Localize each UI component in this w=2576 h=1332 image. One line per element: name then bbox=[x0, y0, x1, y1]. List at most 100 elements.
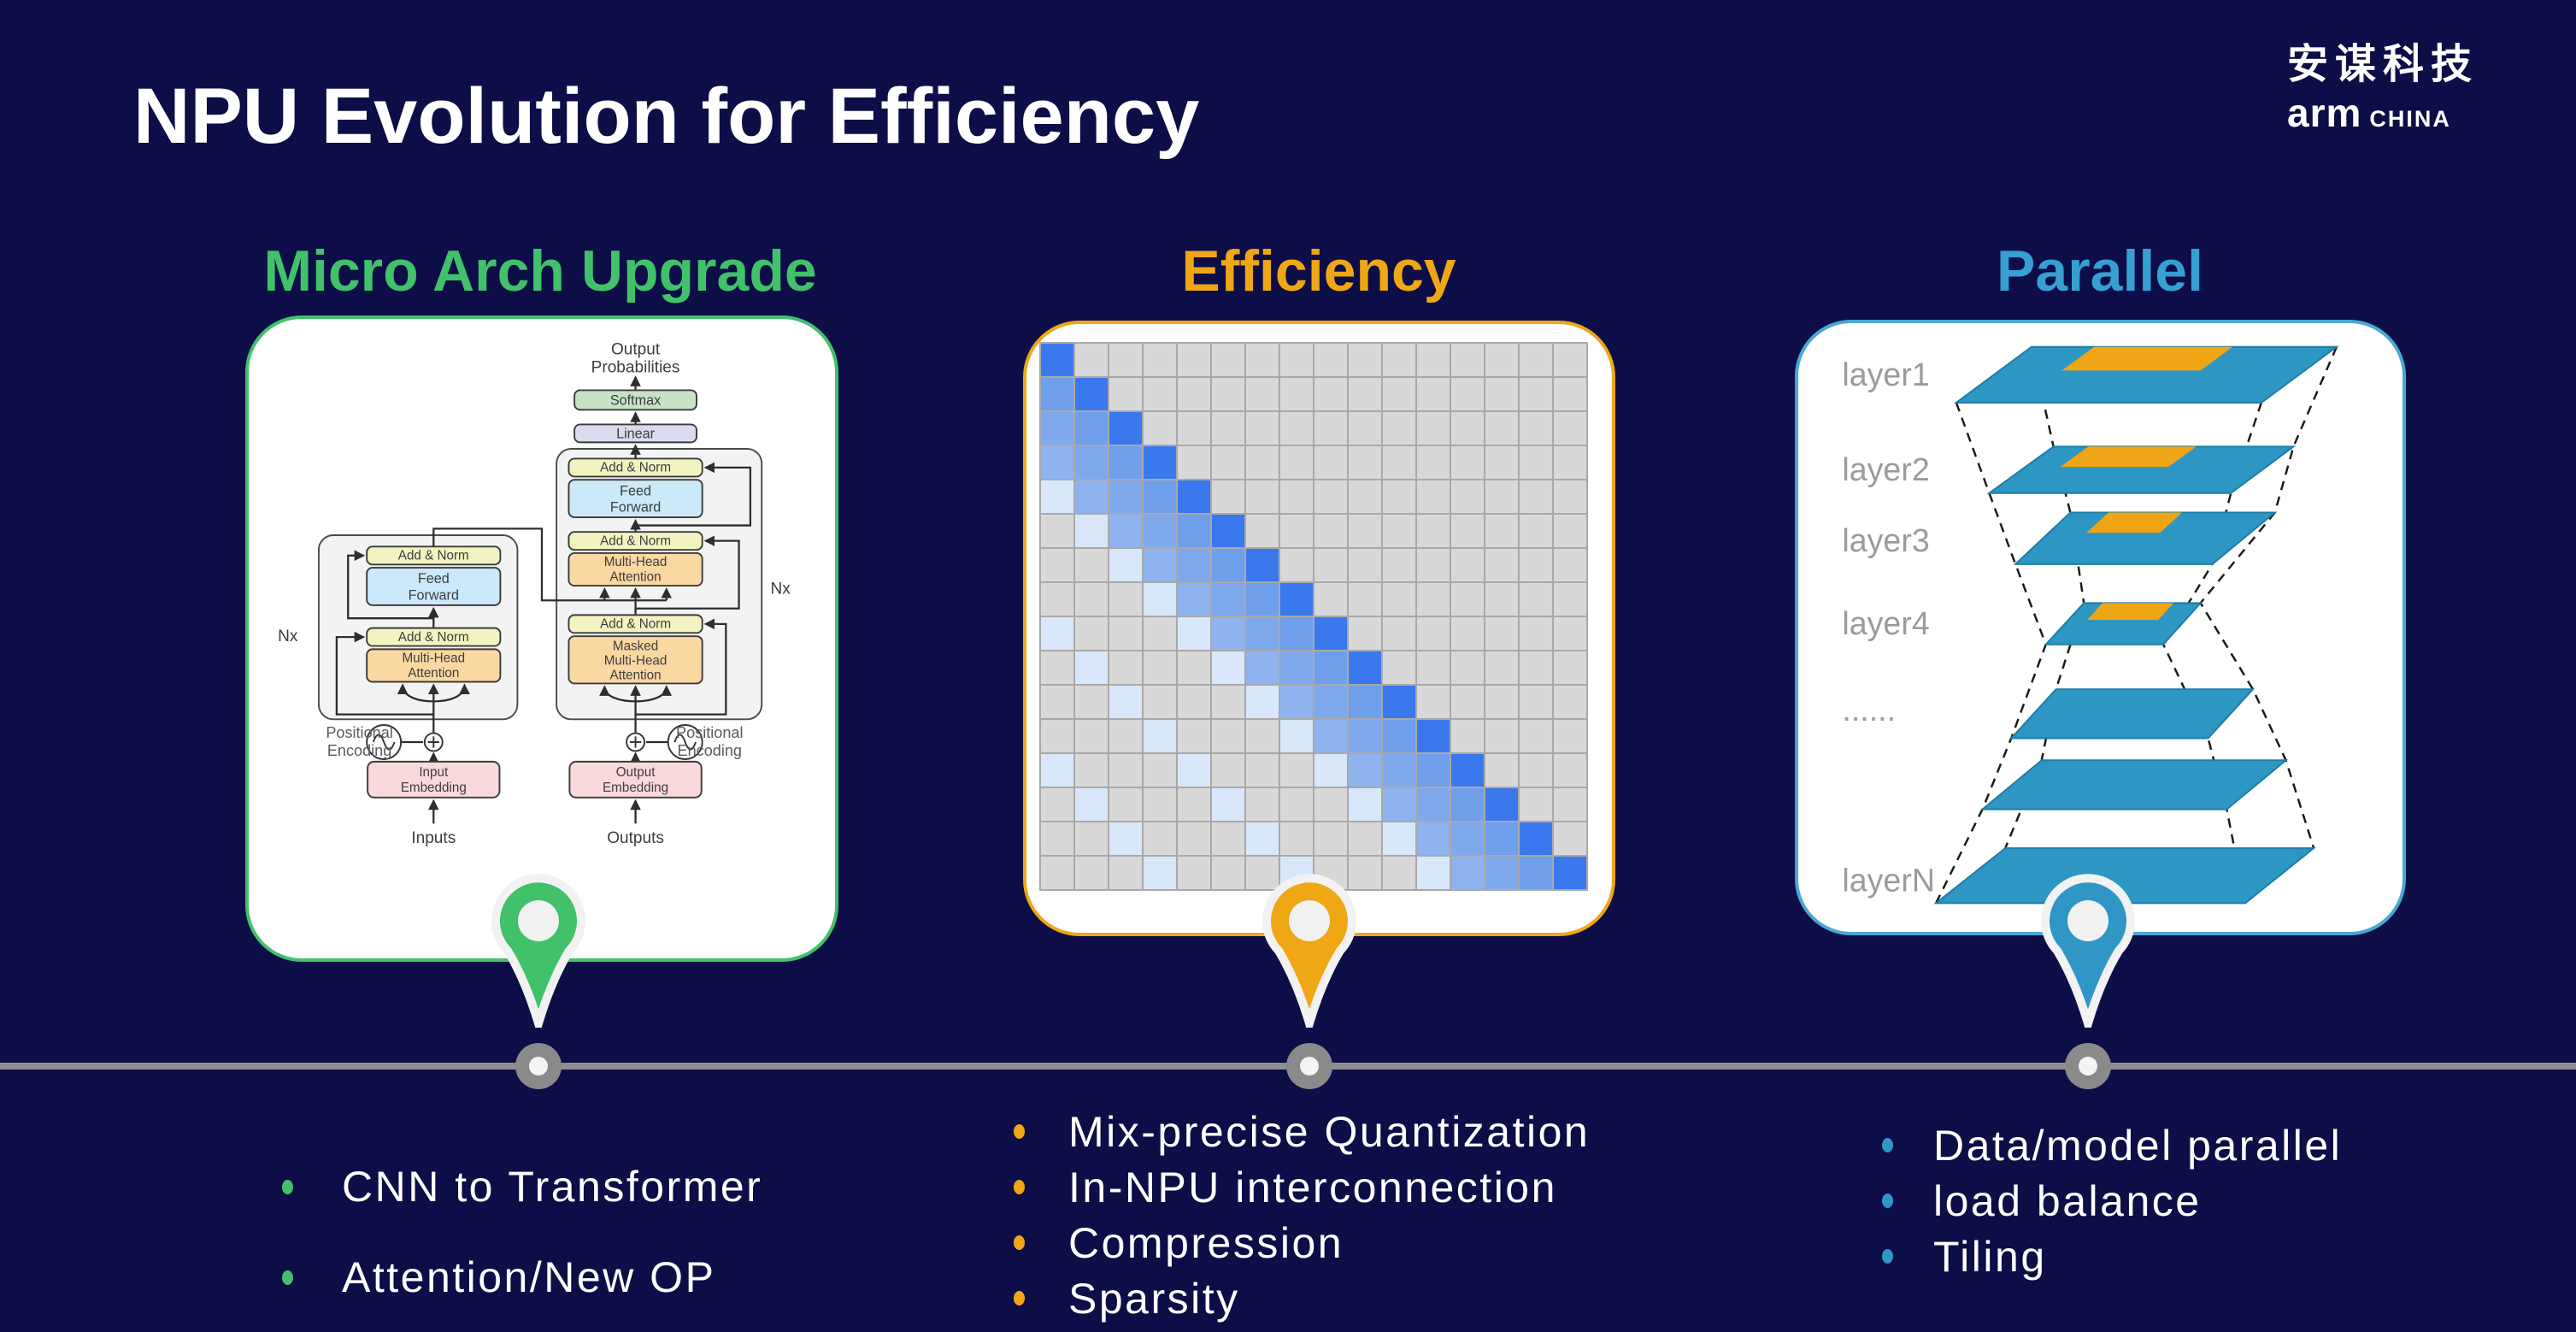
matrix-cell bbox=[1383, 686, 1415, 718]
matrix-cell bbox=[1109, 857, 1142, 889]
matrix-cell bbox=[1246, 412, 1279, 445]
matrix-cell bbox=[1041, 754, 1073, 787]
matrix-cell bbox=[1349, 446, 1381, 479]
matrix-cell bbox=[1554, 686, 1586, 718]
matrix-cell bbox=[1383, 822, 1415, 855]
matrix-cell bbox=[1178, 720, 1210, 752]
matrix-cell bbox=[1383, 651, 1415, 684]
brand-logo: 安谋科技 arm CHINA bbox=[2287, 41, 2492, 136]
matrix-cell bbox=[1212, 720, 1244, 752]
matrix-cell bbox=[1144, 583, 1176, 616]
matrix-cell bbox=[1109, 378, 1142, 410]
list-item-label: load balance bbox=[1933, 1176, 2202, 1225]
matrix-cell bbox=[1314, 412, 1347, 445]
matrix-cell bbox=[1041, 549, 1073, 581]
matrix-cell bbox=[1075, 857, 1108, 889]
matrix-cell bbox=[1383, 720, 1415, 752]
matrix-cell bbox=[1075, 583, 1108, 616]
matrix-cell bbox=[1383, 480, 1415, 513]
matrix-cell bbox=[1212, 515, 1244, 547]
logo-chinese-text: 安谋科技 bbox=[2287, 42, 2479, 87]
matrix-cell bbox=[1314, 822, 1347, 855]
matrix-cell bbox=[1075, 549, 1108, 581]
matrix-cell bbox=[1212, 857, 1244, 889]
svg-text:Embedding: Embedding bbox=[401, 781, 467, 795]
matrix-cell bbox=[1554, 549, 1586, 581]
matrix-cell bbox=[1178, 446, 1210, 479]
page-title: NPU Evolution for Efficiency bbox=[133, 73, 1200, 160]
matrix-cell bbox=[1554, 720, 1586, 752]
matrix-cell bbox=[1485, 549, 1518, 581]
matrix-cell bbox=[1349, 412, 1381, 445]
matrix-cell bbox=[1246, 857, 1279, 889]
encoder-stack: Add & Norm Feed Forward Add & Norm Multi… bbox=[366, 545, 502, 683]
matrix-cell bbox=[1349, 822, 1381, 855]
matrix-cell bbox=[1178, 617, 1210, 650]
matrix-cell bbox=[1212, 617, 1244, 650]
matrix-cell bbox=[1246, 344, 1279, 376]
matrix-cell bbox=[1554, 515, 1586, 547]
svg-text:Encoding: Encoding bbox=[327, 742, 391, 759]
pin-hole bbox=[518, 900, 559, 941]
matrix-cell bbox=[1212, 446, 1244, 479]
matrix-cell bbox=[1041, 412, 1073, 445]
matrix-cell bbox=[1520, 686, 1552, 718]
matrix-cell bbox=[1349, 378, 1381, 410]
nx-label-encoder: Nx bbox=[278, 628, 298, 645]
matrix-cell bbox=[1075, 686, 1108, 718]
matrix-cell bbox=[1246, 378, 1279, 410]
column-heading-micro-arch: Micro Arch Upgrade bbox=[263, 239, 817, 304]
matrix-cell bbox=[1144, 720, 1176, 752]
matrix-cell bbox=[1109, 344, 1142, 376]
matrix-cell bbox=[1417, 651, 1450, 684]
bullet-list-micro-arch: CNN to Transformer Attention/New OP bbox=[282, 1158, 762, 1332]
svg-text:Add & Norm: Add & Norm bbox=[398, 630, 469, 645]
matrix-cell bbox=[1349, 583, 1381, 616]
inputs-label: Inputs bbox=[411, 829, 456, 847]
bullet-dot-icon bbox=[282, 1179, 293, 1194]
svg-text:Encoding: Encoding bbox=[678, 742, 742, 759]
matrix-cell bbox=[1451, 822, 1484, 855]
matrix-cell bbox=[1041, 617, 1073, 650]
svg-text:Embedding: Embedding bbox=[603, 781, 668, 795]
matrix-cell bbox=[1417, 480, 1450, 513]
matrix-cell bbox=[1349, 549, 1381, 581]
matrix-cell bbox=[1485, 378, 1518, 410]
matrix-cell bbox=[1075, 344, 1108, 376]
matrix-cell bbox=[1144, 686, 1176, 718]
svg-text:Attention: Attention bbox=[408, 666, 459, 681]
list-item-label: CNN to Transformer bbox=[342, 1163, 763, 1211]
matrix-cell bbox=[1314, 617, 1347, 650]
matrix-cell bbox=[1485, 344, 1518, 376]
matrix-cell bbox=[1212, 686, 1244, 718]
matrix-cell bbox=[1485, 754, 1518, 787]
matrix-cell bbox=[1485, 583, 1518, 616]
matrix-cell bbox=[1485, 720, 1518, 752]
matrix-cell bbox=[1109, 822, 1142, 855]
timeline-node-micro-arch bbox=[515, 1043, 562, 1089]
svg-text:Multi-Head: Multi-Head bbox=[604, 555, 668, 569]
matrix-cell bbox=[1075, 515, 1108, 547]
matrix-cell bbox=[1212, 344, 1244, 376]
matrix-cell bbox=[1349, 480, 1381, 513]
matrix-cell bbox=[1178, 857, 1210, 889]
list-item-label: Compression bbox=[1068, 1218, 1344, 1267]
matrix-cell bbox=[1178, 549, 1210, 581]
matrix-cell bbox=[1041, 822, 1073, 855]
matrix-cell bbox=[1554, 754, 1586, 787]
matrix-cell bbox=[1520, 446, 1552, 479]
svg-text:Probabilities: Probabilities bbox=[591, 358, 680, 376]
list-item: Compression bbox=[1014, 1215, 1590, 1270]
list-item: In-NPU interconnection bbox=[1014, 1159, 1590, 1215]
svg-text:layer1: layer1 bbox=[1842, 357, 1929, 392]
matrix-cell bbox=[1212, 480, 1244, 513]
matrix-cell bbox=[1520, 788, 1552, 821]
parallel-layers-card: layer1 layer2 layer3 layer4 ...... layer… bbox=[1795, 320, 2406, 935]
matrix-cell bbox=[1144, 857, 1176, 889]
matrix-cell bbox=[1349, 857, 1381, 889]
matrix-cell bbox=[1383, 754, 1415, 787]
matrix-cell bbox=[1485, 788, 1518, 821]
matrix-cell bbox=[1280, 412, 1313, 445]
matrix-cell bbox=[1246, 446, 1279, 479]
matrix-cell bbox=[1246, 480, 1279, 513]
